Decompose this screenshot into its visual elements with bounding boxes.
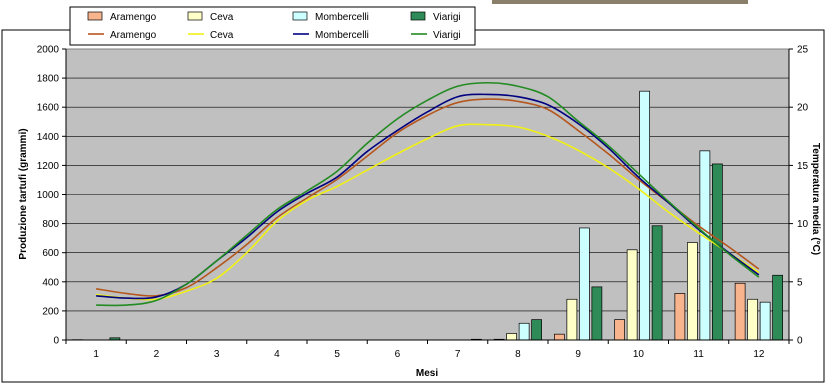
y-tick-label: 1000 bbox=[37, 190, 60, 201]
y-tick-label: 1800 bbox=[37, 74, 60, 85]
y2-tick-label: 25 bbox=[797, 45, 809, 56]
y-axis-title: Produzione tartufi (grammi) bbox=[18, 128, 29, 259]
line-series-ceva bbox=[96, 123, 760, 301]
legend-label-line: Ceva bbox=[210, 30, 234, 41]
legend-swatch-bar-viarigi bbox=[410, 11, 426, 21]
legend-label-bar: Ceva bbox=[210, 12, 234, 23]
axes: 0 200 400 600 800 1000 1200 1400 1600 1800 2000 0 5 1… bbox=[37, 45, 809, 361]
bar bbox=[639, 90, 650, 341]
x-tick-label: 4 bbox=[274, 349, 280, 360]
legend-label-bar: Mombercelli bbox=[315, 12, 369, 23]
legend-box bbox=[69, 6, 476, 46]
y-tick-label: 1600 bbox=[37, 103, 60, 114]
legend-swatch-bar-aramengo bbox=[87, 11, 103, 21]
x-tick-label: 1 bbox=[93, 349, 99, 360]
bar bbox=[506, 333, 517, 341]
y-tick-label: 200 bbox=[42, 306, 59, 317]
x-tick-label: 10 bbox=[633, 349, 645, 360]
bar bbox=[566, 298, 578, 341]
y-tick-label: 800 bbox=[42, 219, 59, 230]
photo-strip bbox=[492, 0, 748, 4]
y-tick-label: 0 bbox=[53, 336, 59, 347]
x-tick-label: 5 bbox=[334, 349, 340, 360]
bar bbox=[699, 150, 711, 341]
x-axis-title: Mesi bbox=[416, 368, 438, 379]
y-tick-label: 1200 bbox=[37, 161, 60, 172]
y-tick-label: 400 bbox=[42, 277, 59, 288]
y-tick-label: 600 bbox=[42, 248, 59, 259]
legend-label-line: Aramengo bbox=[110, 30, 157, 41]
bar bbox=[734, 282, 746, 341]
bar bbox=[687, 242, 698, 341]
legend-label-line: Mombercelli bbox=[315, 30, 369, 41]
bar bbox=[772, 274, 783, 341]
y2-tick-label: 0 bbox=[797, 336, 803, 347]
bar bbox=[674, 293, 686, 341]
bar bbox=[651, 225, 663, 341]
line-series-aramengo bbox=[96, 98, 760, 297]
x-tick-label: 9 bbox=[575, 349, 581, 360]
bar bbox=[626, 249, 638, 341]
legend-swatch-bar-ceva bbox=[187, 11, 203, 21]
y2-tick-label: 15 bbox=[797, 161, 809, 172]
line-series-viarigi bbox=[96, 81, 760, 307]
y2-tick-label: 5 bbox=[797, 277, 803, 288]
y2-tick-label: 20 bbox=[797, 103, 809, 114]
bar bbox=[579, 227, 590, 341]
gridlines bbox=[66, 77, 789, 312]
bar bbox=[554, 333, 565, 341]
x-tick-label: 2 bbox=[154, 349, 160, 360]
line-series-group bbox=[96, 81, 760, 307]
bar bbox=[712, 163, 723, 341]
y-tick-label: 2000 bbox=[37, 45, 60, 56]
bar bbox=[531, 319, 542, 341]
x-tick-label: 7 bbox=[455, 349, 461, 360]
x-tick-label: 12 bbox=[753, 349, 765, 360]
y-tick-label: 1400 bbox=[37, 132, 60, 143]
x-tick-label: 3 bbox=[214, 349, 220, 360]
bar bbox=[614, 319, 625, 341]
bar bbox=[759, 301, 771, 341]
x-tick-label: 8 bbox=[515, 349, 521, 360]
legend-label-bar: Aramengo bbox=[110, 12, 157, 23]
legend-swatch-bar-mombercelli bbox=[292, 11, 308, 21]
x-tick-label: 6 bbox=[395, 349, 401, 360]
bar bbox=[591, 286, 603, 341]
y2-axis-title: Temperatura media (°C) bbox=[810, 143, 821, 255]
legend: Aramengo Ceva Mombercelli Viarigi Aramengo Ce… bbox=[87, 11, 461, 41]
bar bbox=[518, 322, 530, 341]
y2-tick-label: 10 bbox=[797, 219, 809, 230]
legend-label-bar: Viarigi bbox=[433, 12, 461, 23]
legend-label-line: Viarigi bbox=[433, 30, 461, 41]
bar bbox=[747, 298, 758, 341]
x-tick-label: 11 bbox=[693, 349, 704, 360]
